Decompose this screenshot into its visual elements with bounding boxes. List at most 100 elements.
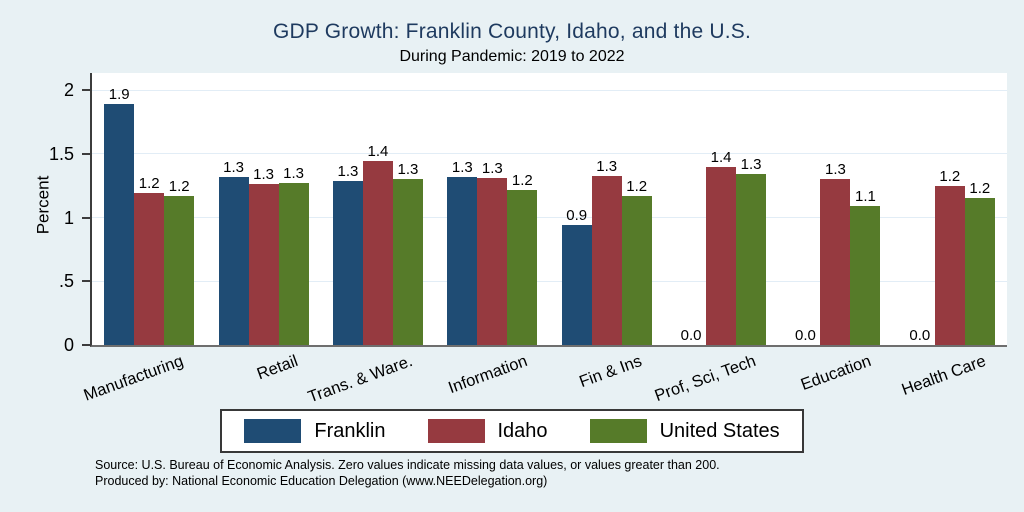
bar-group-prof-sci-tech: 0.0 1.4 1.3	[664, 73, 778, 345]
y-axis-tick-label: .5	[58, 271, 74, 292]
bar-united-states: 1.2	[164, 73, 195, 345]
y-axis-tick-label: 0	[63, 335, 74, 355]
bar-value-label: 1.2	[511, 171, 533, 189]
bar-fill	[561, 225, 592, 345]
legend: Franklin Idaho United States	[220, 409, 804, 453]
source-line-2: Produced by: National Economic Education…	[95, 473, 548, 488]
bar-fill	[362, 161, 393, 345]
gridline	[92, 89, 1007, 91]
bar-fill	[934, 185, 965, 345]
bar-idaho: 1.2	[134, 73, 165, 345]
y-axis-tick	[82, 216, 90, 219]
bar-idaho: 1.4	[362, 73, 393, 345]
bar-fill	[248, 184, 279, 345]
bar-fill	[218, 176, 249, 345]
bar-value-label: 1.4	[710, 148, 732, 166]
bar-value-label: 1.9	[108, 86, 130, 104]
x-axis-label: Fin & Ins	[576, 352, 644, 392]
y-axis-tick	[82, 280, 90, 283]
x-axis-label: Information	[445, 352, 530, 398]
bar-value-label: 1.3	[397, 161, 419, 179]
bar-fill	[591, 175, 622, 345]
y-axis-tick-label: 1	[63, 207, 74, 228]
legend-label: Franklin	[314, 419, 386, 442]
bar-idaho: 1.3	[591, 73, 622, 345]
bar-fill	[134, 193, 165, 345]
x-axis-label: Health Care	[898, 352, 988, 400]
legend-swatch	[427, 419, 485, 443]
bar-value-label: 1.4	[367, 143, 389, 161]
gridline	[92, 280, 1007, 282]
bar-fill	[507, 189, 538, 345]
bar-united-states: 1.1	[850, 73, 881, 345]
bar-value-label: 0.0	[795, 327, 816, 344]
bar-fill	[964, 198, 995, 345]
bar-fill	[736, 174, 767, 345]
legend-item-united-states: United States	[589, 419, 780, 443]
x-axis-label: Education	[798, 352, 874, 395]
bar-value-label: 1.3	[740, 156, 762, 174]
bar-value-label: 1.2	[138, 175, 160, 193]
legend-label: United States	[659, 419, 780, 442]
bar-fill	[447, 176, 478, 345]
bar-fill	[392, 179, 423, 345]
legend-row: Franklin Idaho United States	[0, 409, 1024, 453]
bar-united-states: 1.3	[736, 73, 767, 345]
bar-united-states: 1.2	[507, 73, 538, 345]
bar-value-label: 1.3	[283, 165, 304, 183]
gridline	[92, 217, 1007, 219]
bar-franklin: 0.0	[676, 73, 706, 345]
bar-franklin: 0.9	[561, 73, 592, 345]
bar-group-education: 0.0 1.3 1.1	[778, 73, 892, 345]
bar-value-label: 1.3	[253, 166, 274, 184]
bar-fill	[706, 166, 737, 345]
chart-subtitle: During Pandemic: 2019 to 2022	[399, 48, 625, 65]
bar-value-label: 1.3	[596, 157, 618, 175]
bar-franklin: 0.0	[790, 73, 820, 345]
bar-value-label: 0.0	[909, 327, 931, 344]
bar-value-label: 1.2	[168, 177, 190, 195]
bar-group-fin-ins: 0.9 1.3 1.2	[550, 73, 664, 345]
x-axis-label: Prof, Sci, Tech	[652, 352, 759, 406]
plot-area: 0.5 1 1.5 2 1.9 1.2 1.2 1.3 1.3 1.3 1.3 1.4 1.3 1.3 1.…	[49, 73, 1007, 355]
bar-franklin: 1.3	[218, 73, 249, 345]
bar-value-label: 1.2	[939, 167, 961, 185]
bar-groups: 1.9 1.2 1.2 1.3 1.3 1.3 1.3 1.4 1.3 1.3 1.3 1.2 0.9 1…	[92, 73, 1007, 345]
bar-value-label: 1.3	[223, 158, 244, 176]
bar-fill	[104, 104, 135, 345]
legend-item-idaho: Idaho	[427, 419, 548, 443]
bar-fill	[278, 183, 309, 345]
x-axis-labels: Manufacturing Retail Trans. & Ware. Informa…	[81, 349, 1007, 409]
bar-idaho: 1.3	[477, 73, 508, 345]
bar-united-states: 1.2	[964, 73, 995, 345]
y-axis-tick	[82, 344, 90, 346]
bar-group-retail: 1.3 1.3 1.3	[206, 73, 320, 345]
bar-group-information: 1.3 1.3 1.2	[435, 73, 549, 345]
legend-label: Idaho	[497, 419, 548, 442]
legend-swatch	[589, 419, 647, 443]
bar-idaho: 1.2	[934, 73, 965, 345]
y-axis-tick-label: 2	[63, 80, 74, 101]
legend-item-franklin: Franklin	[244, 419, 386, 443]
bar-value-label: 1.3	[337, 162, 359, 180]
bar-group-health-care: 0.0 1.2 1.2	[893, 73, 1007, 345]
bar-value-label: 1.1	[855, 188, 876, 206]
bar-fill	[477, 178, 508, 345]
bar-franklin: 0.0	[905, 73, 935, 345]
y-axis-tick	[82, 152, 90, 155]
bar-franklin: 1.3	[447, 73, 478, 345]
bar-group-trans-ware: 1.3 1.4 1.3	[321, 73, 435, 345]
bar-value-label: 0.9	[566, 207, 588, 225]
bar-value-label: 0.0	[680, 327, 702, 344]
bar-idaho: 1.3	[820, 73, 851, 345]
bar-fill	[850, 206, 881, 345]
bar-group-manufacturing: 1.9 1.2 1.2	[92, 73, 206, 345]
bar-value-label: 1.2	[969, 180, 991, 198]
bar-fill	[164, 195, 195, 345]
bar-united-states: 1.2	[621, 73, 652, 345]
source-notes: Source: U.S. Bureau of Economic Analysis…	[95, 458, 720, 489]
bar-value-label: 1.3	[451, 158, 473, 176]
bar-fill	[820, 179, 851, 345]
source-line-1: Source: U.S. Bureau of Economic Analysis…	[95, 458, 720, 472]
